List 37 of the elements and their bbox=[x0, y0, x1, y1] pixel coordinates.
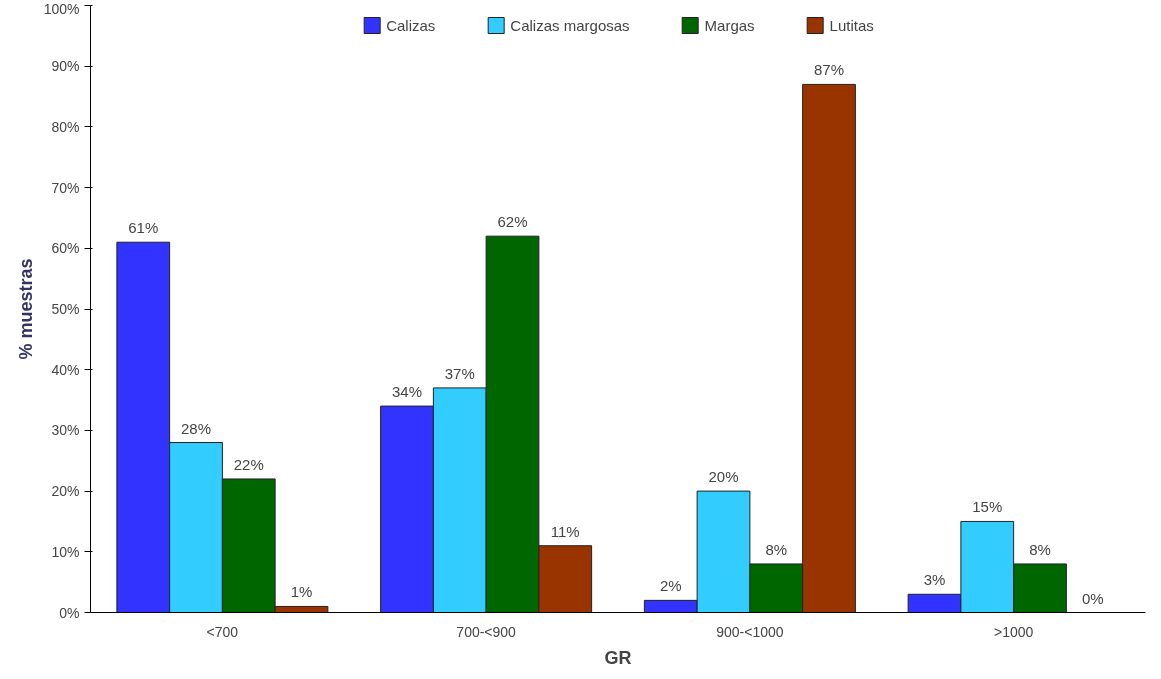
data-label: 62% bbox=[497, 213, 528, 231]
y-tick-label: 50% bbox=[51, 301, 80, 317]
legend-label: Calizas margosas bbox=[510, 16, 630, 34]
legend-label: Margas bbox=[704, 16, 755, 34]
x-tick-label: <700 bbox=[206, 623, 239, 640]
y-axis-title: % muestras bbox=[15, 258, 36, 360]
data-label: 22% bbox=[233, 455, 264, 473]
y-tick-label: 70% bbox=[51, 179, 80, 196]
data-label: 37% bbox=[444, 364, 475, 382]
data-label: 11% bbox=[550, 522, 580, 540]
data-label: 2% bbox=[659, 577, 682, 595]
data-label: 15% bbox=[972, 498, 1003, 516]
x-tick-label: 900-<1000 bbox=[716, 623, 784, 640]
data-label: 61% bbox=[128, 219, 159, 237]
y-tick-label: 100% bbox=[43, 0, 80, 17]
data-label: 34% bbox=[391, 383, 423, 401]
y-tick-label: 10% bbox=[51, 543, 80, 560]
y-tick-label: 40% bbox=[51, 361, 80, 378]
y-tick-label: 80% bbox=[51, 118, 80, 135]
data-label: 8% bbox=[765, 540, 788, 558]
data-label: 87% bbox=[813, 61, 845, 79]
y-tick-label: 30% bbox=[51, 422, 80, 439]
legend-label: Calizas bbox=[386, 16, 436, 34]
y-tick-label: 20% bbox=[51, 483, 80, 500]
data-label: 0% bbox=[1081, 589, 1104, 607]
data-label: 8% bbox=[1029, 540, 1051, 558]
legend-label: Lutitas bbox=[829, 16, 874, 34]
x-axis-title: GR bbox=[604, 647, 632, 668]
data-label: 3% bbox=[923, 571, 946, 589]
y-tick-label: 0% bbox=[59, 604, 80, 621]
x-tick-label: 700-<900 bbox=[456, 623, 517, 640]
y-tick-label: 60% bbox=[51, 240, 80, 257]
data-label: 28% bbox=[180, 419, 212, 437]
data-label: 20% bbox=[708, 468, 739, 486]
x-tick-label: >1000 bbox=[993, 623, 1034, 640]
y-tick-label: 90% bbox=[51, 58, 80, 75]
data-label: 1% bbox=[290, 583, 313, 601]
